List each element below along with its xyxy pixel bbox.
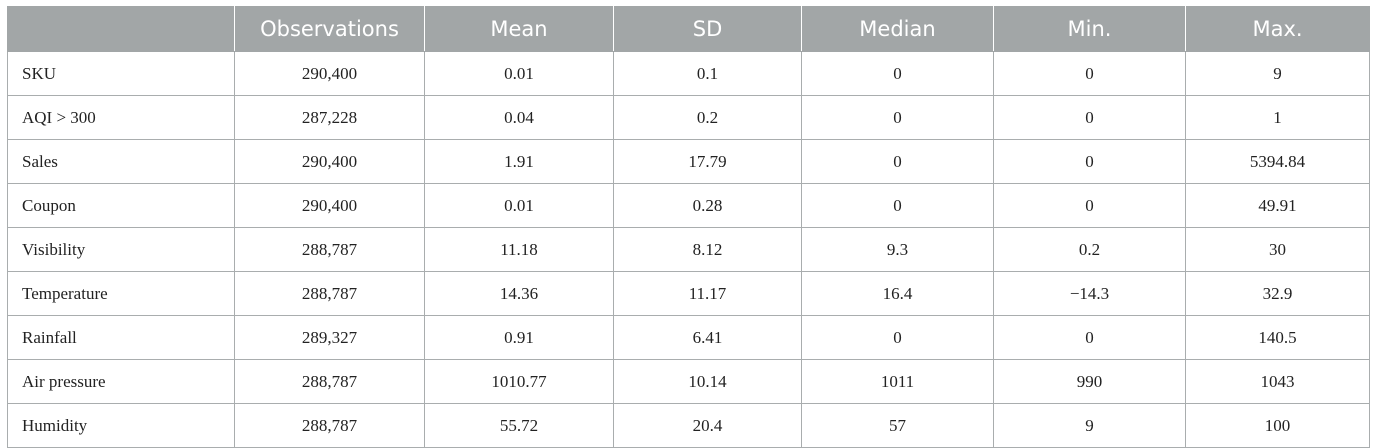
cell-observations: 290,400 bbox=[234, 51, 425, 96]
cell-min: 0 bbox=[993, 95, 1186, 140]
cell-sd: 0.28 bbox=[613, 183, 802, 228]
cell-observations: 290,400 bbox=[234, 183, 425, 228]
header-cell-sd: SD bbox=[613, 6, 802, 52]
cell-min: 0 bbox=[993, 51, 1186, 96]
row-label-cell: Coupon bbox=[7, 183, 235, 228]
table-body: SKU 290,400 0.01 0.1 0 0 9 AQI > 300 287,228 0.04… bbox=[7, 51, 1370, 448]
cell-sd: 6.41 bbox=[613, 315, 802, 360]
cell-max: 30 bbox=[1185, 227, 1370, 272]
cell-median: 0 bbox=[801, 95, 994, 140]
cell-median: 0 bbox=[801, 183, 994, 228]
cell-sd: 17.79 bbox=[613, 139, 802, 184]
table-row: Temperature 288,787 14.36 11.17 16.4 −14.3 32.… bbox=[7, 271, 1370, 316]
cell-median: 57 bbox=[801, 403, 994, 448]
cell-min: 0 bbox=[993, 315, 1186, 360]
row-label-cell: AQI > 300 bbox=[7, 95, 235, 140]
table-row: Visibility 288,787 11.18 8.12 9.3 0.2 30 bbox=[7, 227, 1370, 272]
cell-max: 49.91 bbox=[1185, 183, 1370, 228]
cell-sd: 0.1 bbox=[613, 51, 802, 96]
cell-mean: 0.04 bbox=[424, 95, 614, 140]
cell-max: 1 bbox=[1185, 95, 1370, 140]
summary-statistics-table: Observations Mean SD Median Min. Max. SK… bbox=[7, 6, 1370, 448]
table-row: Coupon 290,400 0.01 0.28 0 0 49.91 bbox=[7, 183, 1370, 228]
cell-median: 0 bbox=[801, 51, 994, 96]
header-cell-observations: Observations bbox=[234, 6, 425, 52]
cell-observations: 288,787 bbox=[234, 227, 425, 272]
cell-min: 0 bbox=[993, 183, 1186, 228]
table-row: SKU 290,400 0.01 0.1 0 0 9 bbox=[7, 51, 1370, 96]
cell-sd: 8.12 bbox=[613, 227, 802, 272]
cell-mean: 1.91 bbox=[424, 139, 614, 184]
cell-max: 100 bbox=[1185, 403, 1370, 448]
row-label-cell: Visibility bbox=[7, 227, 235, 272]
header-cell-median: Median bbox=[801, 6, 994, 52]
row-label-cell: Temperature bbox=[7, 271, 235, 316]
cell-sd: 0.2 bbox=[613, 95, 802, 140]
table-row: Sales 290,400 1.91 17.79 0 0 5394.84 bbox=[7, 139, 1370, 184]
header-cell-min: Min. bbox=[993, 6, 1186, 52]
cell-observations: 288,787 bbox=[234, 271, 425, 316]
cell-observations: 289,327 bbox=[234, 315, 425, 360]
header-cell-mean: Mean bbox=[424, 6, 614, 52]
row-label-cell: Humidity bbox=[7, 403, 235, 448]
cell-min: −14.3 bbox=[993, 271, 1186, 316]
cell-median: 16.4 bbox=[801, 271, 994, 316]
table-row: Rainfall 289,327 0.91 6.41 0 0 140.5 bbox=[7, 315, 1370, 360]
table-row: Humidity 288,787 55.72 20.4 57 9 100 bbox=[7, 403, 1370, 448]
cell-max: 9 bbox=[1185, 51, 1370, 96]
row-label-cell: SKU bbox=[7, 51, 235, 96]
cell-sd: 20.4 bbox=[613, 403, 802, 448]
cell-max: 32.9 bbox=[1185, 271, 1370, 316]
cell-mean: 55.72 bbox=[424, 403, 614, 448]
table-row: Air pressure 288,787 1010.77 10.14 1011 990 10… bbox=[7, 359, 1370, 404]
cell-observations: 288,787 bbox=[234, 403, 425, 448]
row-label-cell: Air pressure bbox=[7, 359, 235, 404]
cell-observations: 287,228 bbox=[234, 95, 425, 140]
cell-median: 0 bbox=[801, 315, 994, 360]
cell-mean: 0.01 bbox=[424, 183, 614, 228]
cell-mean: 0.91 bbox=[424, 315, 614, 360]
cell-sd: 10.14 bbox=[613, 359, 802, 404]
cell-observations: 290,400 bbox=[234, 139, 425, 184]
cell-median: 9.3 bbox=[801, 227, 994, 272]
cell-mean: 11.18 bbox=[424, 227, 614, 272]
cell-max: 140.5 bbox=[1185, 315, 1370, 360]
cell-min: 0 bbox=[993, 139, 1186, 184]
cell-observations: 288,787 bbox=[234, 359, 425, 404]
header-cell-max: Max. bbox=[1185, 6, 1370, 52]
row-label-cell: Rainfall bbox=[7, 315, 235, 360]
row-label-cell: Sales bbox=[7, 139, 235, 184]
table-header: Observations Mean SD Median Min. Max. bbox=[7, 6, 1370, 52]
cell-max: 1043 bbox=[1185, 359, 1370, 404]
header-row: Observations Mean SD Median Min. Max. bbox=[7, 6, 1370, 52]
cell-mean: 0.01 bbox=[424, 51, 614, 96]
table-row: AQI > 300 287,228 0.04 0.2 0 0 1 bbox=[7, 95, 1370, 140]
cell-sd: 11.17 bbox=[613, 271, 802, 316]
cell-max: 5394.84 bbox=[1185, 139, 1370, 184]
cell-min: 9 bbox=[993, 403, 1186, 448]
cell-mean: 1010.77 bbox=[424, 359, 614, 404]
cell-median: 0 bbox=[801, 139, 994, 184]
cell-min: 990 bbox=[993, 359, 1186, 404]
cell-min: 0.2 bbox=[993, 227, 1186, 272]
cell-mean: 14.36 bbox=[424, 271, 614, 316]
header-cell-blank bbox=[7, 6, 235, 52]
cell-median: 1011 bbox=[801, 359, 994, 404]
